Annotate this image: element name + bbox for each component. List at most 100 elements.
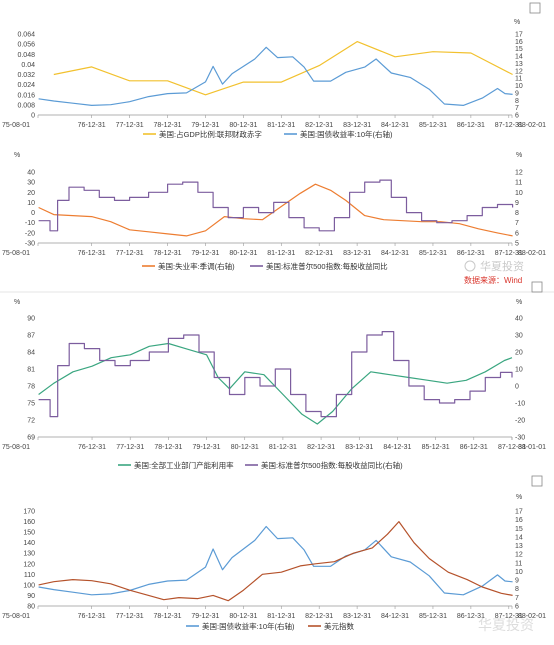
right-tick-label: 13 [515, 61, 523, 68]
right-tick-label: 7 [515, 595, 519, 602]
series-line-2 [38, 331, 513, 418]
x-tick-label: 75-08-01 [2, 613, 30, 620]
chart-4-right-unit: % [516, 494, 522, 501]
x-tick-label: 85-12-31 [419, 613, 447, 620]
chart-1-export-icon[interactable] [529, 2, 541, 14]
x-tick-label: 77-12-31 [116, 250, 144, 257]
x-tick-label: 83-12-31 [343, 613, 371, 620]
chart-3-right-unit: % [516, 299, 522, 306]
x-tick-label: 83-12-31 [343, 250, 371, 257]
chart-3-export-icon[interactable] [531, 281, 543, 293]
right-tick-label: 5 [515, 241, 519, 248]
x-tick-label: 82-12-31 [305, 613, 333, 620]
chart-2-right-ticks: 12 11 10 9 8 7 6 5 [515, 170, 523, 248]
left-tick-label: 69 [27, 435, 35, 442]
left-tick-label: 0.032 [17, 72, 35, 79]
x-tick-label: 75-08-01 [2, 444, 30, 451]
x-tick-label: 81-12-31 [269, 444, 297, 451]
left-tick-label: 84 [27, 350, 35, 357]
chart-2-right-unit: % [516, 152, 522, 159]
watermark-logo: 华夏投资 [464, 259, 524, 273]
chart-3-series [38, 331, 513, 425]
chart-3-legend: 美国:全部工业部门产能利用率 美国:标准普尔500指数:每股收益同比(右轴) [118, 460, 403, 470]
x-tick-label: 78-12-31 [154, 250, 182, 257]
left-tick-label: 20 [27, 190, 35, 197]
left-tick-label: 80 [27, 604, 35, 611]
right-tick-label: 20 [515, 350, 523, 357]
left-tick-label: 100 [23, 582, 35, 589]
x-tick-label: 86-12-31 [457, 613, 485, 620]
right-tick-label: 17 [515, 509, 523, 516]
x-tick-label: 87-12-31 [495, 122, 523, 129]
x-tick-label: 80-12-31 [229, 250, 257, 257]
right-tick-label: 0 [515, 384, 519, 391]
chart-4-legend: 美国:国债收益率:10年(右轴) 美元指数 [186, 621, 354, 631]
x-tick-label: 85-12-31 [419, 250, 447, 257]
chart-1-series [38, 41, 513, 106]
x-tick-label: 83-12-31 [345, 444, 373, 451]
right-tick-label: 16 [515, 39, 523, 46]
x-tick-label: 76-12-31 [78, 250, 106, 257]
x-tick-label: 86-12-31 [457, 122, 485, 129]
watermark-text-bottom: 华夏投资 [478, 617, 534, 633]
chart-3-left-ticks: 90 87 84 81 78 75 72 69 [27, 316, 35, 442]
legend-label-eps-right: 美国:标准普尔500指数:每股收益同比(右轴) [261, 460, 403, 470]
chart-1-legend: 美国:占GDP比例:联邦财政赤字 美国:国债收益率:10年(右轴) [143, 129, 393, 139]
chart-2-series [38, 179, 514, 237]
chart-4-left-ticks: 170 160 150 140 130 120 110 100 90 80 [23, 509, 35, 611]
x-tick-label: 79-12-31 [191, 122, 219, 129]
x-tick-label: 88-02-01 [518, 250, 546, 257]
x-tick-label: 77-12-31 [116, 613, 144, 620]
right-tick-label: 11 [515, 560, 522, 567]
x-tick-label: 78-12-31 [154, 444, 182, 451]
right-tick-label: 8 [515, 210, 519, 217]
x-tick-label: 80-12-31 [231, 444, 259, 451]
right-tick-label: 7 [515, 220, 519, 227]
x-tick-label: 88-02-01 [518, 122, 546, 129]
x-tick-label: 81-12-31 [267, 122, 295, 129]
left-tick-label: 0.008 [17, 102, 35, 109]
left-tick-label: 0.04 [21, 62, 35, 69]
right-tick-label: 40 [515, 316, 523, 323]
chart-2-x-ticks: 75-08-01 76-12-31 77-12-31 78-12-31 79-12-31… [2, 243, 546, 257]
right-tick-label: 14 [515, 54, 523, 61]
x-tick-label: 87-12-31 [495, 613, 523, 620]
x-tick-label: 80-12-31 [229, 122, 257, 129]
left-tick-label: 120 [23, 561, 35, 568]
x-tick-label: 76-12-31 [78, 122, 106, 129]
left-tick-label: 0.024 [17, 82, 35, 89]
left-tick-label: 0.048 [17, 52, 35, 59]
right-tick-label: 6 [515, 604, 519, 611]
chart-1-left-ticks: 0.064 0.056 0.048 0.04 0.032 0.024 0.016 0.008 0 [17, 32, 35, 120]
x-tick-label: 85-12-31 [419, 122, 447, 129]
x-tick-label: 82-12-31 [305, 250, 333, 257]
x-tick-label: 75-08-01 [2, 122, 30, 129]
left-tick-label: 0.016 [17, 92, 35, 99]
left-tick-label: 81 [27, 367, 35, 374]
left-tick-label: 87 [27, 333, 35, 340]
x-tick-label: 82-12-31 [307, 444, 335, 451]
source-note: 数据来源：Wind [464, 275, 522, 285]
right-tick-label: 11 [515, 76, 522, 83]
right-tick-label: 6 [515, 113, 519, 120]
left-tick-label: 140 [23, 540, 35, 547]
chart-4-export-icon[interactable] [531, 475, 543, 487]
series-line-2 [38, 46, 513, 106]
right-tick-label: 10 [515, 83, 523, 90]
left-tick-label: 0 [31, 113, 35, 120]
x-tick-label: 84-12-31 [383, 444, 411, 451]
right-tick-label: 12 [515, 170, 523, 177]
left-tick-label: 72 [27, 418, 35, 425]
right-tick-label: 8 [515, 586, 519, 593]
x-tick-label: 76-12-31 [78, 613, 106, 620]
chart-3-left-unit: % [14, 299, 20, 306]
right-tick-label: 9 [515, 90, 519, 97]
right-tick-label: 10 [515, 190, 523, 197]
right-tick-label: 9 [515, 200, 519, 207]
right-tick-label: 16 [515, 517, 523, 524]
x-tick-label: 84-12-31 [381, 613, 409, 620]
chart-2-unemployment-vs-eps: % % 75-08-01 76-12-31 77-12-31 78-12-31 79-1… [2, 152, 546, 285]
x-tick-label: 85-12-31 [422, 444, 450, 451]
right-tick-label: -10 [515, 401, 525, 408]
